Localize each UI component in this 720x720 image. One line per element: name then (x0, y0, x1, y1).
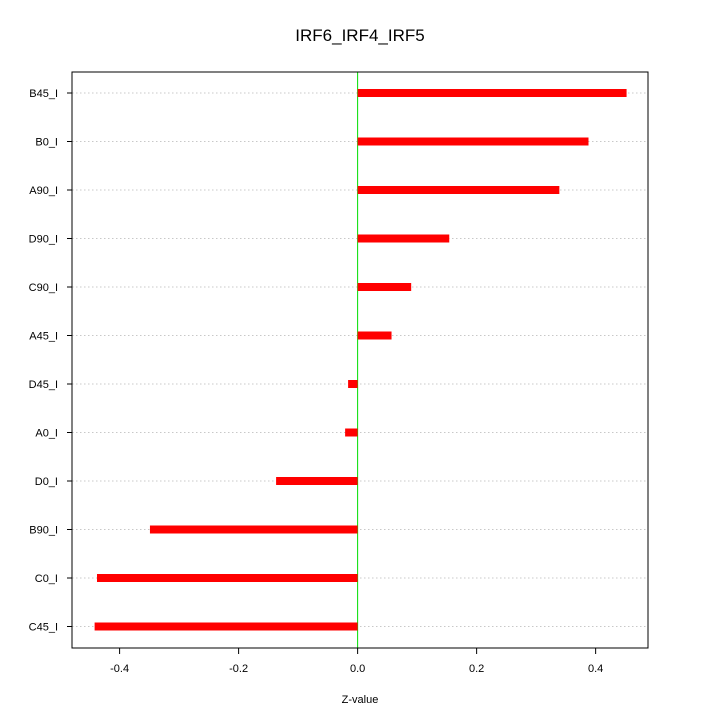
y-tick-label: D0_I (35, 476, 58, 488)
bar-A0_I (345, 428, 358, 437)
bar-B45_I (357, 89, 627, 97)
y-tick-label: A90_I (29, 185, 58, 197)
bar-D0_I (276, 477, 358, 485)
bars (94, 89, 627, 631)
x-tick-label: -0.4 (110, 663, 129, 675)
y-tick-label: B90_I (29, 525, 58, 537)
y-tick-label: C90_I (29, 282, 58, 294)
y-tick-label: A45_I (29, 331, 58, 343)
bar-A90_I (357, 186, 560, 194)
x-tick-label: 0.4 (588, 663, 603, 675)
x-tick-label: 0.2 (469, 663, 484, 675)
bar-D45_I (348, 380, 358, 388)
plot-frame (71, 71, 649, 649)
x-tick-label: -0.2 (229, 663, 248, 675)
y-tick-label: D45_I (29, 379, 58, 391)
bar-D90_I (357, 234, 450, 243)
x-tick-label: 0.0 (350, 663, 365, 675)
bar-B90_I (149, 525, 358, 534)
y-tick-label: B0_I (35, 137, 58, 149)
y-tick-label: D90_I (29, 234, 58, 246)
bar-B0_I (357, 137, 589, 146)
bar-A45_I (357, 331, 392, 340)
x-axis-label: Z-value (342, 694, 379, 706)
bar-C45_I (94, 622, 358, 631)
x-axis: -0.4 -0.2 0.0 0.2 0.4 (110, 648, 603, 675)
chart-title: IRF6_IRF4_IRF5 (295, 26, 424, 45)
y-axis: B45_I B0_I A90_I D90_I C90_I A45_I D45_I A0_I D0… (29, 88, 72, 634)
gridlines (72, 92, 648, 627)
bar-C0_I (96, 574, 358, 582)
y-tick-label: B45_I (29, 88, 58, 100)
bar-C90_I (357, 283, 412, 291)
y-tick-label: C0_I (35, 573, 58, 585)
y-tick-label: A0_I (35, 428, 58, 440)
y-tick-label: C45_I (29, 622, 58, 634)
